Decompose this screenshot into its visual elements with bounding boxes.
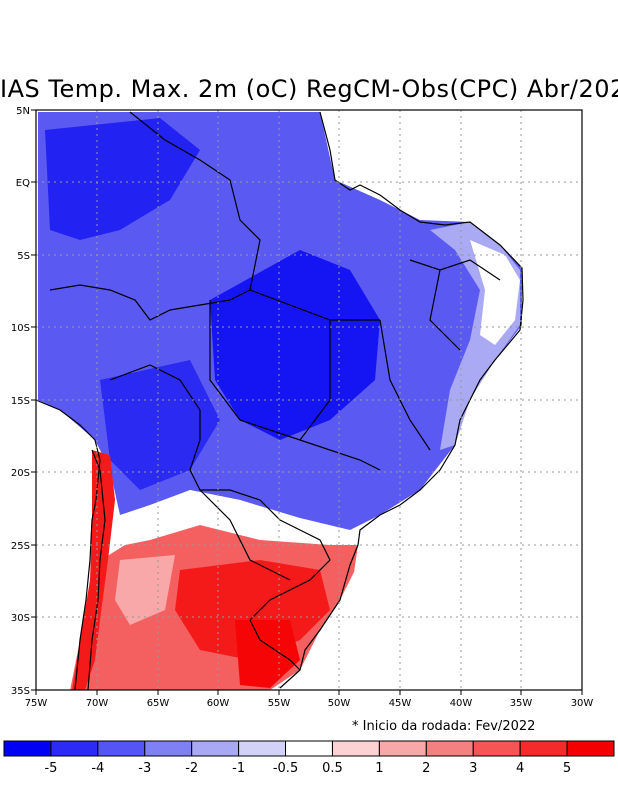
colorbar-label: -5 xyxy=(44,761,57,776)
colorbar-labels: -5 -4 -3 -2 -1 -0.5 0.5 1 2 3 4 5 xyxy=(44,761,571,776)
lat-label: EQ xyxy=(16,178,30,189)
colorbar-label: -2 xyxy=(185,761,198,776)
colorbar-swatch xyxy=(191,740,240,757)
colorbar-swatch xyxy=(378,740,427,757)
colorbar-label: 2 xyxy=(422,761,430,776)
lat-label: 25S xyxy=(11,541,30,552)
lat-label: 30S xyxy=(11,613,30,624)
lon-label: 40W xyxy=(450,698,473,709)
colorbar-swatch xyxy=(285,740,333,757)
lon-label: 50W xyxy=(328,698,351,709)
tick-marks xyxy=(31,109,583,695)
run-start-note: * Inicio da rodada: Fev/2022 xyxy=(352,719,536,734)
border-paraguay-uruguay xyxy=(199,489,301,671)
deep-blue-core-south xyxy=(100,360,220,490)
colorbar-swatch xyxy=(519,740,568,757)
coastline-pacific xyxy=(36,399,101,690)
colorbar-label: -3 xyxy=(138,761,151,776)
colorbar-swatches xyxy=(3,740,615,757)
lon-label: 55W xyxy=(268,698,291,709)
anomaly-field xyxy=(38,112,522,690)
colorbar-label: -4 xyxy=(91,761,104,776)
colorbar-label: -1 xyxy=(232,761,245,776)
coastline-atlantic xyxy=(279,111,524,689)
lon-labels: 75W 70W 65W 60W 55W 50W 45W 40W 35W 30W xyxy=(25,698,594,709)
lat-label: 35S xyxy=(11,686,30,697)
colorbar-label: 1 xyxy=(375,761,383,776)
colorbar-swatch xyxy=(472,740,521,757)
lon-label: 35W xyxy=(510,698,533,709)
colorbar-swatch xyxy=(144,740,193,757)
colorbar: -5 -4 -3 -2 -1 -0.5 0.5 1 2 3 4 5 xyxy=(3,740,615,776)
lat-label: 20S xyxy=(11,468,30,479)
colorbar-label: 5 xyxy=(563,761,571,776)
colorbar-label: 4 xyxy=(516,761,524,776)
lat-labels: 5N EQ 5S 10S 15S 20S 25S 30S 35S xyxy=(11,106,30,697)
white-northeast xyxy=(470,240,520,345)
colorbar-swatch xyxy=(331,740,380,757)
lon-label: 75W xyxy=(25,698,48,709)
lon-label: 30W xyxy=(571,698,594,709)
map-title: IAS Temp. Max. 2m (oC) RegCM-Obs(CPC) Ab… xyxy=(0,75,618,103)
lon-label: 60W xyxy=(207,698,230,709)
deep-blue-core-west xyxy=(45,118,200,240)
colorbar-swatch xyxy=(3,740,52,757)
lat-label: 10S xyxy=(11,323,30,334)
border-argentina-chile xyxy=(87,449,106,690)
border-brazil-west xyxy=(49,111,261,321)
colorbar-swatch xyxy=(238,740,287,757)
lat-label: 5N xyxy=(16,106,30,117)
colorbar-swatch xyxy=(50,740,99,757)
lat-label: 5S xyxy=(17,251,30,262)
lon-label: 70W xyxy=(86,698,109,709)
colorbar-label: 0.5 xyxy=(322,761,343,776)
lat-label: 15S xyxy=(11,396,30,407)
lon-label: 65W xyxy=(147,698,170,709)
lon-label: 45W xyxy=(389,698,412,709)
colorbar-swatch xyxy=(425,740,474,757)
colorbar-swatch xyxy=(566,740,615,757)
map-figure: 5N EQ 5S 10S 15S 20S 25S 30S 35S 75W 70W… xyxy=(11,106,594,709)
ocean-mask xyxy=(36,110,582,690)
grid-lines xyxy=(36,110,582,690)
colorbar-label: 3 xyxy=(469,761,477,776)
deep-blue-core-central xyxy=(210,250,380,440)
light-red-patch xyxy=(115,555,175,625)
colorbar-swatch xyxy=(97,740,146,757)
deep-red-core-south xyxy=(235,620,300,688)
white-transition-band xyxy=(120,490,350,545)
colorbar-label: -0.5 xyxy=(273,761,298,776)
